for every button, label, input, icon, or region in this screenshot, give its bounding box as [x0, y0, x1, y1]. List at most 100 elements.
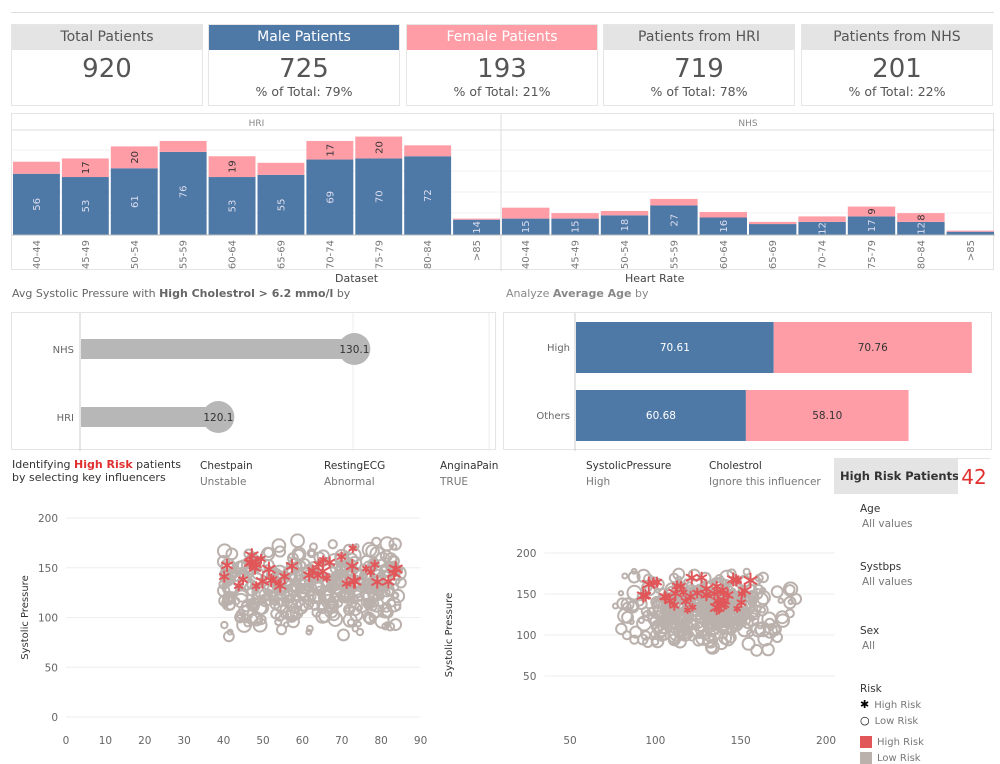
- filter-value[interactable]: All: [862, 640, 876, 652]
- side-filter[interactable]: Age All values: [860, 503, 1000, 537]
- kpi-value: 719: [674, 54, 724, 84]
- low-risk-point: [379, 565, 388, 574]
- influencer-filter[interactable]: Cholestrol Ignore this influencer: [709, 460, 821, 488]
- legend-label: Low Risk: [877, 752, 921, 764]
- low-risk-point: [220, 620, 229, 630]
- dimension-heart-rate[interactable]: Heart Rate: [625, 272, 685, 285]
- low-risk-point: [621, 572, 629, 580]
- asterisk-stroke: [692, 589, 703, 597]
- x-tick-label: 55-59: [669, 240, 680, 269]
- low-risk-point: [337, 628, 350, 642]
- low-risk-point: [273, 545, 287, 558]
- x-tick-label: 50: [256, 735, 269, 747]
- bar-label: 17: [325, 144, 336, 157]
- dimension-dataset[interactable]: Dataset: [335, 272, 379, 285]
- filter-value[interactable]: All values: [862, 518, 913, 530]
- high-risk-point: [743, 572, 758, 589]
- asterisk-stroke: [348, 545, 358, 552]
- influencer-filter[interactable]: AnginaPain TRUE: [440, 460, 498, 488]
- filter-name: Age: [860, 503, 881, 515]
- asterisk-stroke: [336, 553, 347, 560]
- female-bar: [159, 140, 207, 152]
- x-tick-label: 60: [296, 735, 309, 747]
- low-risk-point: [291, 574, 307, 590]
- high-risk-point: [679, 587, 688, 597]
- low-risk-point: [656, 631, 667, 642]
- low-risk-point: [698, 609, 707, 618]
- x-tick-label: 200: [816, 735, 836, 747]
- low-risk-point: [221, 600, 229, 609]
- kpi-card: Total Patients 920: [11, 24, 203, 106]
- asterisk-stroke: [316, 566, 330, 576]
- low-risk-point: [742, 567, 751, 576]
- male-bar: [257, 174, 305, 235]
- male-bar: [946, 231, 994, 235]
- side-filter[interactable]: Systbps All values: [860, 561, 1000, 595]
- female-bar: [551, 213, 599, 219]
- asterisk-icon: ✱: [860, 698, 870, 711]
- low-risk-point: [667, 628, 684, 644]
- low-risk-point: [222, 630, 235, 643]
- asterisk-stroke: [668, 588, 683, 598]
- x-tick-label: >85: [966, 240, 977, 261]
- male-bar: [502, 218, 550, 235]
- asterisk-stroke: [711, 583, 722, 590]
- high-risk-point: [322, 573, 331, 583]
- bar-label: 17: [81, 161, 92, 174]
- filter-value[interactable]: All values: [862, 576, 913, 588]
- bar-label: 69: [325, 191, 336, 204]
- influencer-filter[interactable]: Chestpain Unstable: [200, 460, 253, 488]
- male-bar: [699, 217, 747, 235]
- panel-title: HRI: [249, 119, 265, 129]
- y-tick-label: 50: [45, 662, 58, 674]
- influencer-filter[interactable]: RestingECG Abnormal: [324, 460, 385, 488]
- filter-value[interactable]: TRUE: [440, 476, 469, 488]
- low-risk-point: [389, 618, 403, 631]
- low-risk-point: [749, 609, 759, 618]
- color-swatch: [860, 752, 872, 764]
- male-bar: [798, 221, 846, 235]
- legend-label: High Risk: [877, 736, 924, 748]
- x-tick-label: 75-79: [374, 240, 385, 269]
- low-risk-point: [771, 631, 783, 643]
- low-risk-point: [702, 616, 717, 631]
- x-tick-label: 75-79: [867, 240, 878, 269]
- systolic-lollipop-chart: NHS 130.1 HRI 120.1: [11, 312, 496, 451]
- influencer-filter[interactable]: SystolicPressure High: [586, 460, 671, 488]
- low-risk-point: [216, 543, 233, 559]
- filter-name: AnginaPain: [440, 460, 499, 472]
- low-risk-point: [705, 639, 720, 655]
- filter-value[interactable]: Unstable: [200, 476, 247, 488]
- high-risk-point: [261, 561, 276, 577]
- low-risk-point: [711, 612, 719, 620]
- high-risk-point: [382, 574, 395, 589]
- filter-name: Cholestrol: [709, 460, 762, 472]
- high-risk-point: [668, 585, 683, 602]
- asterisk-stroke: [324, 558, 336, 566]
- low-risk-point: [768, 622, 782, 637]
- side-filter[interactable]: Sex All: [860, 625, 1000, 659]
- y-tick-label: 150: [516, 589, 536, 601]
- low-risk-point: [784, 584, 796, 596]
- high-risk-point: [348, 543, 358, 554]
- low-risk-point: [737, 611, 748, 622]
- value-label: 58.10: [812, 410, 842, 422]
- asterisk-stroke: [685, 593, 696, 600]
- asterisk-stroke: [274, 580, 283, 586]
- high-risk-point: [285, 558, 299, 574]
- low-risk-point: [617, 607, 633, 624]
- low-risk-point: [264, 588, 274, 598]
- low-risk-point: [238, 604, 250, 617]
- filter-value[interactable]: Ignore this influencer: [709, 476, 821, 488]
- circle-icon: ○: [860, 714, 870, 727]
- low-risk-point: [306, 624, 314, 633]
- filter-value[interactable]: High: [586, 476, 611, 488]
- bar-label: 76: [179, 186, 190, 199]
- low-risk-point: [687, 633, 696, 642]
- asterisk-stroke: [659, 592, 671, 601]
- asterisk-stroke: [371, 577, 384, 586]
- kpi-title: Patients from NHS: [802, 25, 992, 50]
- filter-value[interactable]: Abnormal: [324, 476, 375, 488]
- filter-name: Chestpain: [200, 460, 253, 472]
- bar-label: 56: [32, 198, 43, 211]
